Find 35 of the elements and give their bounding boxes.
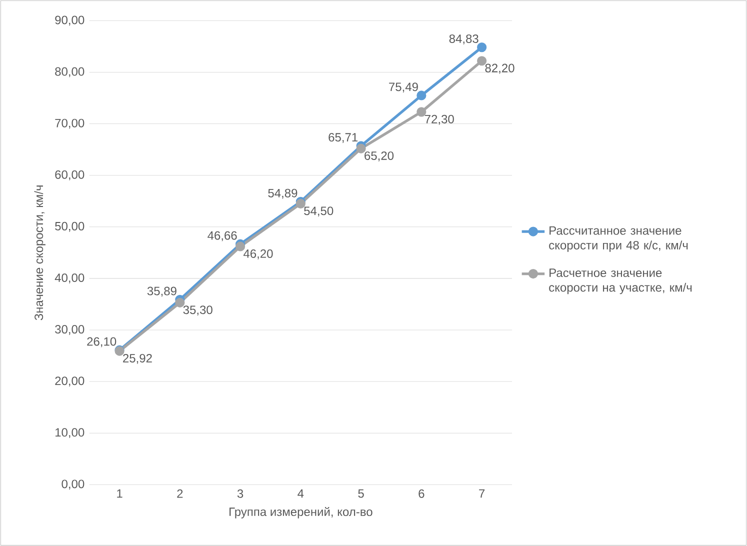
data-label: 72,30 — [424, 114, 454, 125]
y-tick-label: 0,00 — [62, 480, 84, 490]
data-label: 75,49 — [389, 82, 418, 93]
y-tick-label: 60,00 — [55, 170, 84, 180]
data-label: 65,71 — [328, 133, 358, 143]
x-tick-label: 5 — [358, 489, 364, 498]
data-label: 65,20 — [364, 151, 394, 162]
y-tick-label: 90,00 — [55, 16, 84, 26]
y-tick-label: 30,00 — [55, 325, 84, 335]
x-tick-label: 7 — [479, 489, 485, 498]
x-tick-label: 4 — [298, 489, 304, 498]
y-tick-label: 50,00 — [55, 222, 84, 232]
data-label: 35,30 — [183, 306, 212, 316]
x-axis-title: Группа измерений, кол-во — [230, 507, 372, 518]
y-tick-label: 40,00 — [54, 273, 84, 284]
y-axis-title: Значение скорости, км/ч — [34, 186, 46, 320]
y-tick-label: 70,00 — [55, 118, 84, 129]
data-label: 46,20 — [243, 249, 273, 260]
x-tick-label: 2 — [177, 489, 183, 498]
y-tick-label: 10,00 — [56, 428, 84, 438]
data-label: 25,92 — [123, 354, 152, 364]
legend-label: Расчетное значение скорости на участке, км/ч — [549, 268, 692, 294]
data-label: 46,66 — [208, 231, 237, 242]
x-tick-label: 6 — [418, 489, 424, 498]
data-label: 35,89 — [147, 286, 176, 297]
legend-label: Рассчитанное значение скорости при 48 к/с, км/ч — [549, 226, 688, 252]
data-label: 26,10 — [87, 337, 116, 348]
y-tick-label: 20,00 — [55, 376, 84, 386]
data-label: 54,89 — [268, 188, 298, 199]
data-label: 54,50 — [304, 206, 334, 217]
y-tick-label: 80,00 — [55, 67, 84, 78]
x-tick-label: 1 — [117, 489, 122, 498]
data-label: 82,20 — [485, 64, 514, 74]
data-label: 84,83 — [449, 34, 478, 44]
x-tick-label: 3 — [237, 489, 244, 498]
